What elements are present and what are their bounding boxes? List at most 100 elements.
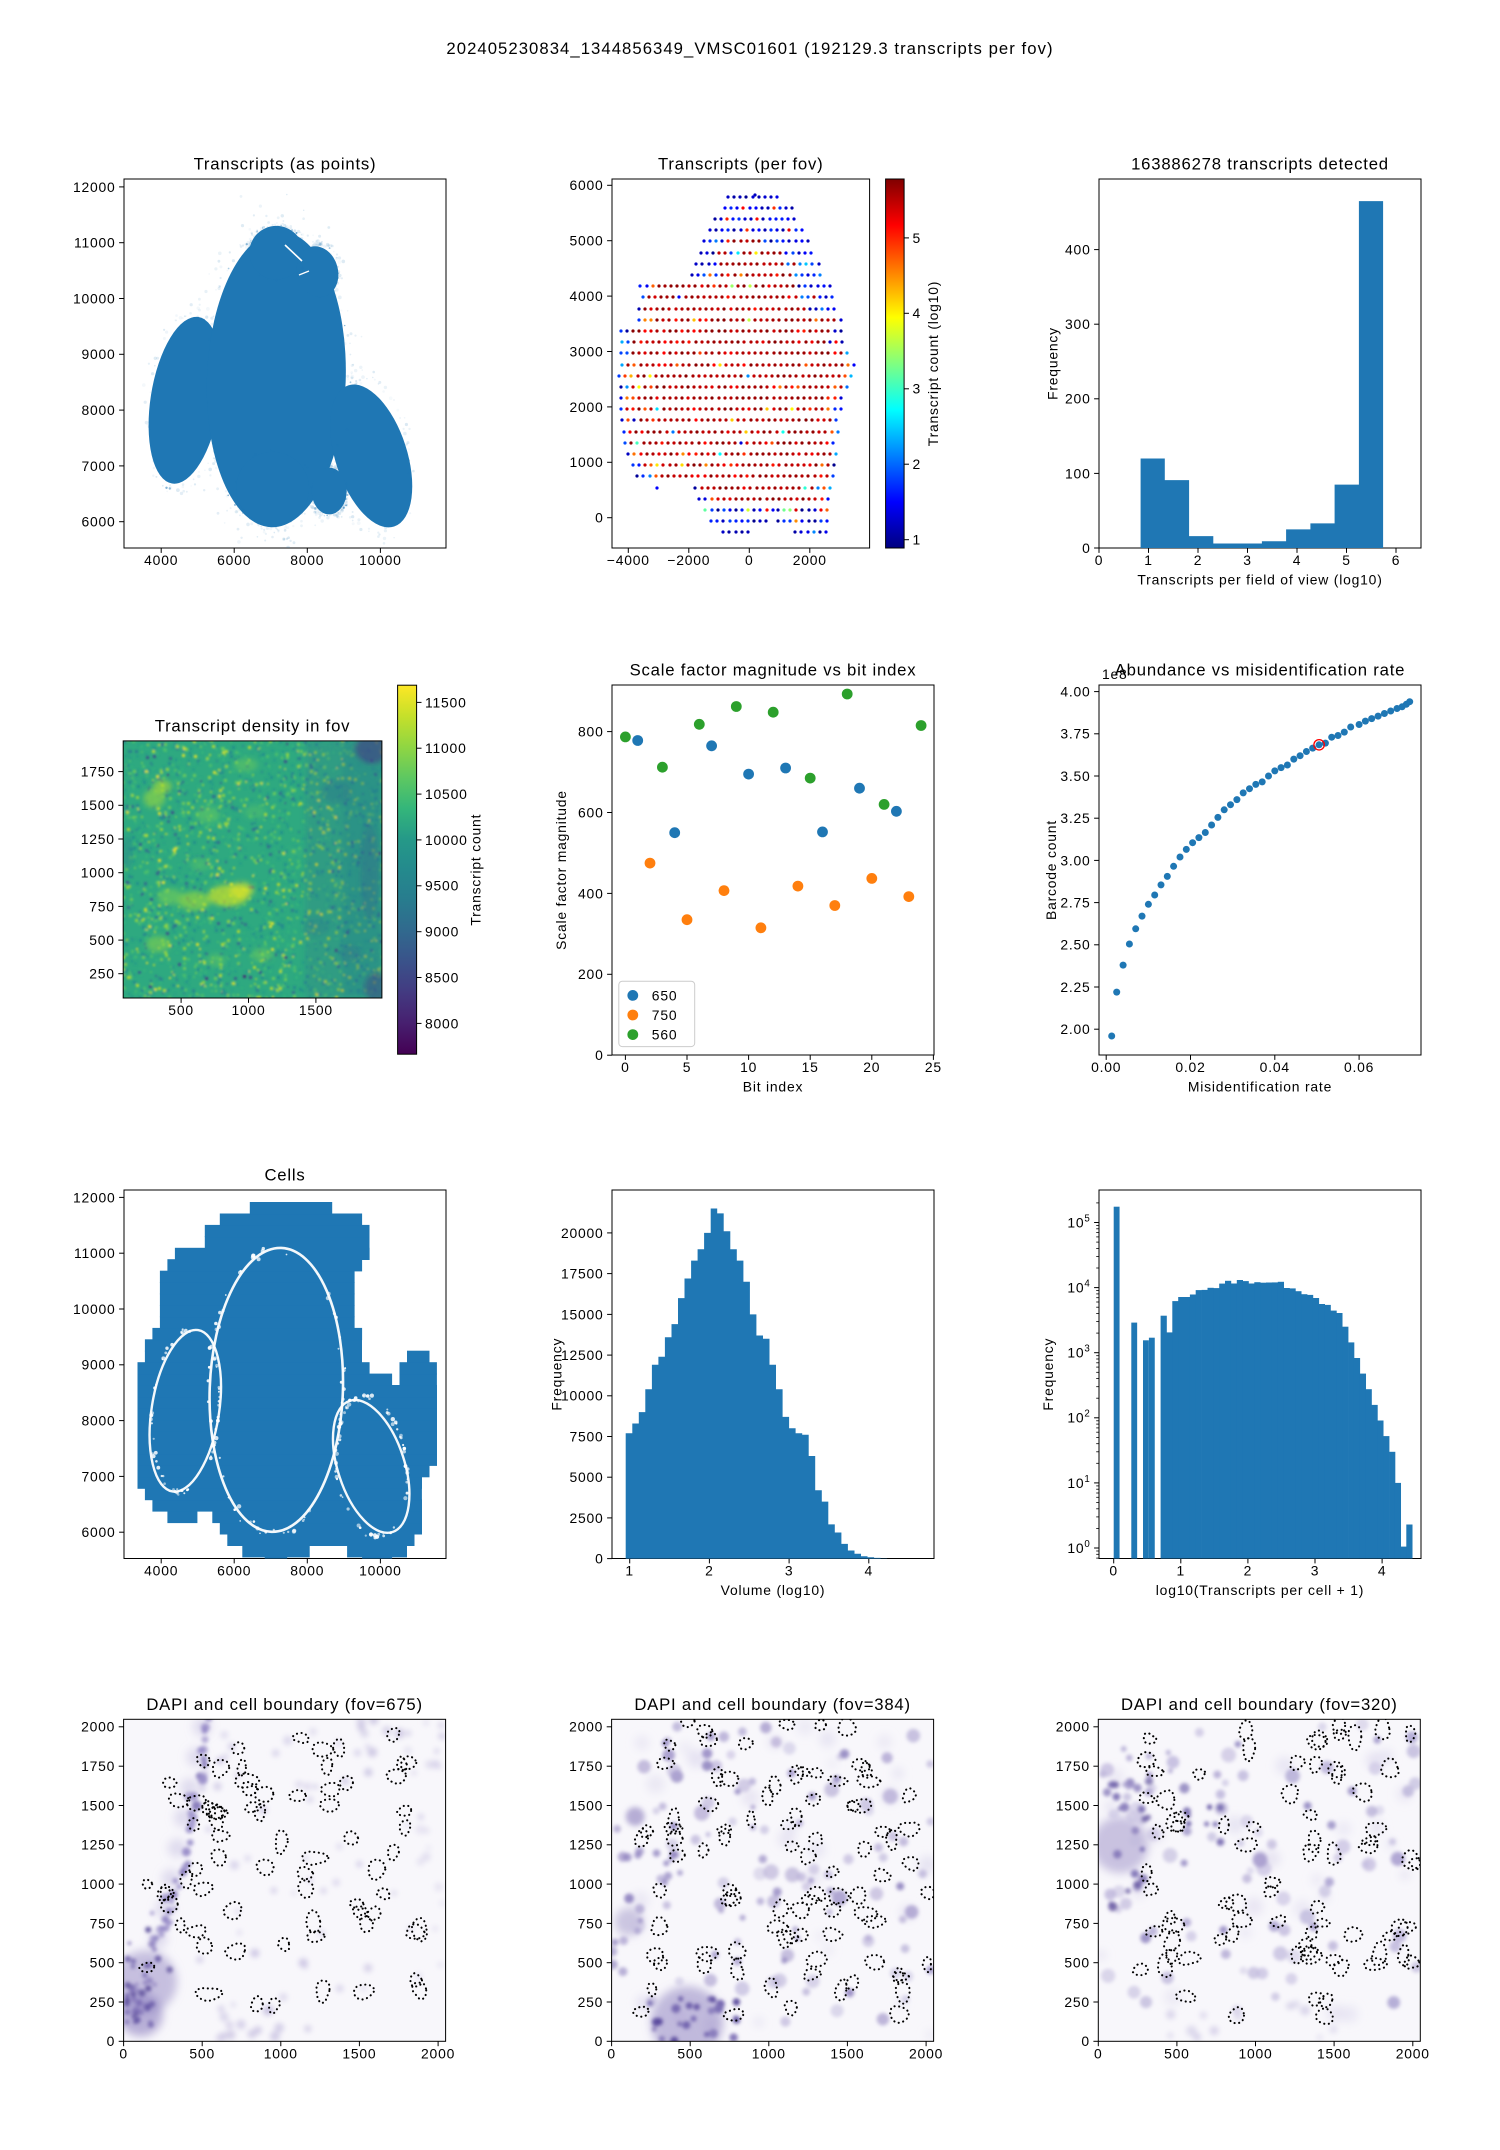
svg-text:103: 103	[1067, 1344, 1090, 1361]
svg-text:0: 0	[1082, 540, 1091, 556]
svg-text:650: 650	[652, 987, 678, 1003]
svg-text:7000: 7000	[81, 1468, 115, 1484]
svg-text:5: 5	[683, 1059, 692, 1075]
svg-text:500: 500	[1064, 1955, 1090, 1971]
svg-text:250: 250	[1064, 1994, 1090, 2010]
svg-text:1500: 1500	[1056, 1797, 1090, 1813]
svg-text:0.02: 0.02	[1175, 1059, 1205, 1075]
svg-text:2.75: 2.75	[1060, 895, 1090, 911]
svg-text:1250: 1250	[569, 1837, 603, 1853]
svg-text:163886278 transcripts detected: 163886278 transcripts detected	[1131, 155, 1389, 174]
svg-text:2: 2	[913, 456, 922, 472]
svg-text:3.75: 3.75	[1060, 726, 1090, 742]
svg-text:7500: 7500	[569, 1428, 603, 1444]
svg-text:2.25: 2.25	[1060, 979, 1090, 995]
svg-text:750: 750	[652, 1007, 678, 1023]
svg-text:2: 2	[705, 1563, 714, 1579]
svg-text:300: 300	[1065, 316, 1091, 332]
svg-text:Frequency: Frequency	[1040, 1338, 1056, 1411]
svg-text:800: 800	[578, 724, 604, 740]
svg-text:250: 250	[578, 1994, 604, 2010]
svg-text:1250: 1250	[81, 831, 115, 847]
svg-text:DAPI and cell boundary (fov=38: DAPI and cell boundary (fov=384)	[634, 1695, 911, 1714]
svg-text:2000: 2000	[81, 1719, 115, 1735]
svg-text:1500: 1500	[81, 797, 115, 813]
svg-text:4000: 4000	[144, 552, 178, 568]
svg-text:1000: 1000	[1056, 1876, 1090, 1892]
svg-text:1: 1	[1144, 552, 1153, 568]
svg-text:8000: 8000	[81, 1413, 115, 1429]
svg-text:log10(Transcripts per cell + 1: log10(Transcripts per cell + 1)	[1156, 1582, 1364, 1598]
svg-text:25: 25	[925, 1059, 942, 1075]
svg-text:1000: 1000	[81, 865, 115, 881]
svg-text:Barcode count: Barcode count	[1043, 820, 1059, 920]
svg-text:5: 5	[1342, 552, 1351, 568]
svg-text:0: 0	[107, 2033, 116, 2049]
svg-text:−4000: −4000	[607, 552, 650, 568]
svg-text:200: 200	[1065, 391, 1091, 407]
svg-text:10: 10	[740, 1059, 757, 1075]
svg-text:10000: 10000	[561, 1388, 604, 1404]
svg-text:400: 400	[578, 885, 604, 901]
svg-text:Transcripts (per fov): Transcripts (per fov)	[658, 155, 823, 174]
svg-text:0: 0	[745, 552, 754, 568]
svg-text:15000: 15000	[561, 1306, 604, 1322]
svg-text:12500: 12500	[561, 1347, 604, 1363]
svg-text:Transcript density in fov: Transcript density in fov	[155, 716, 351, 735]
svg-text:5000: 5000	[569, 1469, 603, 1485]
svg-text:200: 200	[578, 966, 604, 982]
svg-text:0: 0	[595, 510, 604, 526]
svg-text:Abundance vs misidentification: Abundance vs misidentification rate	[1115, 661, 1406, 680]
svg-text:Bit index: Bit index	[743, 1079, 803, 1095]
svg-text:2000: 2000	[793, 552, 827, 568]
svg-text:0.00: 0.00	[1091, 1059, 1121, 1075]
svg-text:500: 500	[578, 1955, 604, 1971]
svg-text:2000: 2000	[1056, 1719, 1090, 1735]
svg-text:1250: 1250	[81, 1837, 115, 1853]
svg-text:4.00: 4.00	[1060, 684, 1090, 700]
svg-text:0: 0	[607, 2045, 616, 2061]
svg-text:1500: 1500	[1317, 2045, 1351, 2061]
svg-text:Scale factor magnitude: Scale factor magnitude	[553, 790, 569, 950]
svg-text:0: 0	[1094, 2045, 1103, 2061]
svg-text:2000: 2000	[569, 399, 603, 415]
svg-text:3: 3	[913, 381, 922, 397]
svg-text:750: 750	[578, 1915, 604, 1931]
svg-text:6000: 6000	[81, 514, 115, 530]
svg-text:500: 500	[1164, 2045, 1190, 2061]
svg-text:1500: 1500	[569, 1797, 603, 1813]
svg-text:8000: 8000	[290, 1563, 324, 1579]
svg-text:104: 104	[1067, 1279, 1090, 1296]
svg-text:10000: 10000	[73, 1301, 116, 1317]
svg-text:6000: 6000	[81, 1524, 115, 1540]
svg-text:12000: 12000	[73, 179, 116, 195]
svg-text:2000: 2000	[421, 2045, 455, 2061]
svg-text:−2000: −2000	[667, 552, 710, 568]
svg-text:1000: 1000	[264, 2045, 298, 2061]
svg-text:1e8: 1e8	[1102, 666, 1128, 682]
svg-text:2500: 2500	[569, 1510, 603, 1526]
svg-text:11000: 11000	[74, 1245, 116, 1261]
svg-text:3: 3	[1311, 1563, 1320, 1579]
svg-text:8000: 8000	[425, 1015, 459, 1031]
svg-text:Cells: Cells	[264, 1166, 305, 1185]
svg-text:3.00: 3.00	[1060, 852, 1090, 868]
svg-text:2000: 2000	[1396, 2045, 1430, 2061]
svg-text:0: 0	[1109, 1563, 1118, 1579]
svg-text:105: 105	[1067, 1213, 1090, 1230]
svg-text:0: 0	[1081, 2033, 1090, 2049]
svg-text:1750: 1750	[569, 1758, 603, 1774]
svg-text:0: 0	[621, 1059, 630, 1075]
svg-text:20: 20	[863, 1059, 880, 1075]
svg-text:202405230834_1344856349_VMSC01: 202405230834_1344856349_VMSC01601 (19212…	[446, 39, 1053, 58]
svg-text:0.06: 0.06	[1344, 1059, 1374, 1075]
svg-text:1000: 1000	[81, 1876, 115, 1892]
svg-text:12000: 12000	[73, 1189, 116, 1205]
svg-text:2000: 2000	[909, 2045, 943, 2061]
svg-text:0: 0	[1095, 552, 1104, 568]
svg-text:0.04: 0.04	[1260, 1059, 1290, 1075]
svg-text:500: 500	[677, 2045, 703, 2061]
svg-text:500: 500	[168, 1002, 194, 1018]
svg-text:3.50: 3.50	[1060, 768, 1090, 784]
svg-text:1500: 1500	[299, 1002, 333, 1018]
